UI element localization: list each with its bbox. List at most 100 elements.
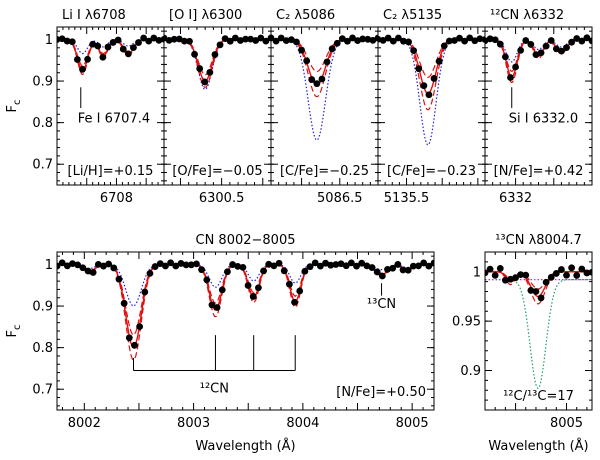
data-point bbox=[145, 37, 153, 45]
data-point bbox=[100, 262, 107, 270]
data-point bbox=[552, 45, 560, 53]
data-point bbox=[344, 37, 351, 45]
data-point bbox=[353, 262, 360, 270]
data-point bbox=[542, 278, 550, 286]
data-point bbox=[146, 269, 154, 277]
data-point bbox=[186, 37, 193, 45]
data-point bbox=[476, 35, 484, 43]
data-point bbox=[287, 36, 295, 44]
data-point bbox=[229, 261, 236, 268]
data-point bbox=[303, 57, 311, 65]
data-point bbox=[399, 266, 407, 274]
data-point bbox=[368, 264, 376, 271]
data-point bbox=[218, 286, 226, 294]
data-point bbox=[327, 261, 335, 269]
data-point bbox=[115, 275, 123, 283]
data-point bbox=[216, 41, 224, 49]
data-point bbox=[558, 47, 565, 55]
y-tick-label: 0.7 bbox=[32, 158, 53, 173]
data-point bbox=[415, 65, 423, 73]
observed-points bbox=[57, 259, 434, 349]
data-point bbox=[167, 259, 175, 267]
data-point bbox=[311, 259, 319, 267]
data-point bbox=[578, 37, 586, 45]
data-point bbox=[461, 37, 469, 45]
data-point bbox=[328, 45, 336, 53]
abundance-annotation: ¹²C/¹³C=17 bbox=[503, 389, 574, 404]
data-point bbox=[563, 44, 570, 51]
data-point bbox=[435, 57, 443, 65]
data-point bbox=[384, 266, 391, 273]
panel-title: ¹²CN λ6332 bbox=[490, 8, 564, 23]
data-point bbox=[239, 263, 247, 271]
data-point bbox=[244, 282, 252, 289]
panel-2: 6300.5 [O I] λ6300 [O/Fe]=−0.05 bbox=[163, 8, 272, 206]
observed-points bbox=[164, 34, 271, 86]
data-point bbox=[456, 34, 463, 42]
data-point bbox=[512, 63, 519, 71]
data-point bbox=[486, 35, 494, 43]
data-point bbox=[247, 35, 255, 43]
data-point bbox=[409, 262, 417, 270]
abundance-annotation: [Li/H]=+0.15 bbox=[68, 164, 154, 179]
data-point bbox=[542, 42, 550, 50]
data-point bbox=[306, 263, 314, 271]
data-point bbox=[323, 58, 331, 66]
data-point bbox=[74, 261, 82, 269]
data-point bbox=[68, 38, 76, 46]
data-point bbox=[79, 65, 86, 73]
observed-points bbox=[485, 34, 592, 81]
data-point bbox=[451, 37, 458, 44]
data-point bbox=[389, 37, 397, 45]
y-tick-label: 0.9 bbox=[32, 75, 53, 90]
panel-7: 0.9 0.95 1 8005 ¹³CN λ8004.7 ¹²C/¹³C=17 Wavele… bbox=[452, 233, 593, 454]
blue-dotted-curve bbox=[378, 38, 485, 146]
12cn-bracket-label: ¹²CN bbox=[200, 382, 229, 397]
data-point bbox=[104, 43, 112, 51]
data-point bbox=[224, 268, 231, 276]
data-point bbox=[151, 263, 159, 270]
data-point bbox=[196, 65, 204, 72]
data-point bbox=[172, 262, 180, 270]
data-point bbox=[206, 68, 214, 76]
data-point bbox=[201, 78, 209, 86]
data-point bbox=[318, 75, 326, 83]
data-point bbox=[378, 272, 386, 280]
data-point bbox=[316, 262, 324, 270]
data-point bbox=[277, 34, 285, 42]
data-point bbox=[213, 304, 221, 311]
panel-frame bbox=[270, 26, 379, 186]
data-point bbox=[89, 269, 97, 276]
data-point bbox=[260, 267, 267, 275]
abundance-annotation: [N/Fe]=+0.50 bbox=[336, 385, 426, 400]
data-point bbox=[165, 36, 173, 44]
data-point bbox=[270, 262, 278, 270]
x-tick-label: 5135.5 bbox=[384, 191, 430, 206]
data-point bbox=[109, 39, 117, 46]
data-point bbox=[198, 266, 206, 274]
line-marker-label: Fe I 6707.4 bbox=[78, 112, 150, 127]
data-point bbox=[208, 301, 216, 309]
data-point bbox=[124, 50, 132, 58]
abundance-annotation: [O/Fe]=−0.05 bbox=[172, 164, 262, 179]
panel-title: ¹³CN λ8004.7 bbox=[495, 233, 582, 248]
data-point bbox=[182, 261, 190, 269]
plot-area bbox=[57, 34, 164, 75]
x-tick-label: 8005 bbox=[550, 416, 583, 431]
data-point bbox=[405, 38, 412, 46]
data-point bbox=[301, 267, 309, 275]
data-point bbox=[501, 53, 509, 61]
data-point bbox=[234, 263, 242, 270]
data-point bbox=[73, 56, 81, 63]
data-point bbox=[291, 298, 298, 306]
data-point bbox=[99, 53, 107, 61]
data-point bbox=[420, 259, 428, 267]
plot-area bbox=[485, 34, 592, 84]
abundance-annotation: [C/Fe]=−0.23 bbox=[387, 164, 476, 179]
data-point bbox=[445, 37, 453, 45]
y-tick-label: 0.95 bbox=[452, 315, 481, 330]
data-point bbox=[308, 76, 316, 83]
data-point bbox=[313, 80, 321, 88]
data-point bbox=[425, 91, 433, 99]
data-point bbox=[400, 37, 407, 45]
